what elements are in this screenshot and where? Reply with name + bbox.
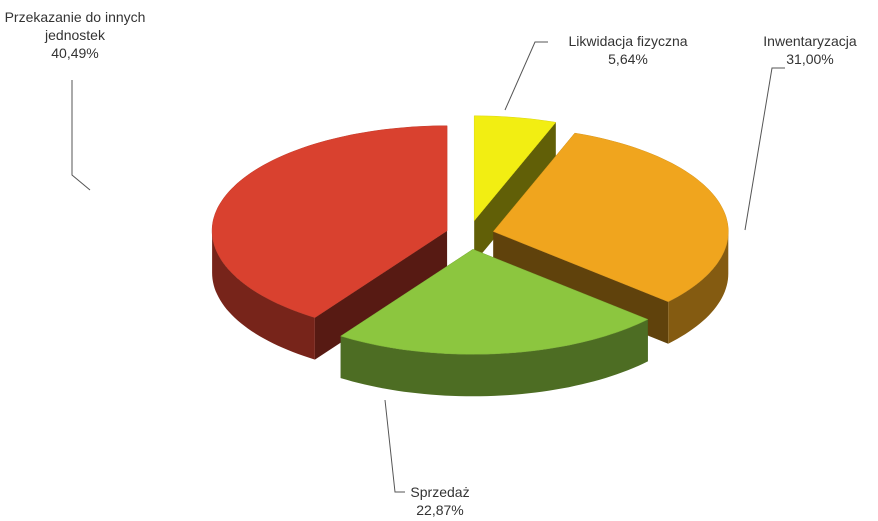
slice: [340, 249, 649, 355]
label: Przekazanie do innych jednostek 40,49%: [0, 8, 150, 62]
label: Inwentaryzacja 31,00%: [745, 32, 875, 68]
value-label: 22,87%: [416, 502, 464, 518]
leader-line: [71, 80, 91, 191]
label: Sprzedaż 22,87%: [395, 483, 485, 519]
slice: [211, 125, 448, 318]
value-label: 40,49%: [51, 45, 99, 61]
leader-line: [504, 41, 548, 111]
category-label: Przekazanie do innych jednostek: [4, 9, 146, 43]
value-label: 5,64%: [608, 51, 648, 67]
slice: [492, 132, 729, 302]
leader-line: [744, 67, 785, 231]
slice-side: [474, 122, 556, 263]
category-label: Sprzedaż: [410, 484, 470, 500]
slice-wall: [668, 231, 729, 344]
category-label: Likwidacja fizyczna: [568, 33, 688, 49]
slice-wall: [340, 319, 648, 397]
slice-side: [314, 230, 448, 360]
slice: [473, 115, 557, 222]
category-label: Inwentaryzacja: [763, 33, 857, 49]
label: Likwidacja fizyczna 5,64%: [548, 32, 708, 68]
slice-wall: [212, 230, 315, 360]
leader-line: [384, 399, 405, 493]
value-label: 31,00%: [786, 51, 834, 67]
